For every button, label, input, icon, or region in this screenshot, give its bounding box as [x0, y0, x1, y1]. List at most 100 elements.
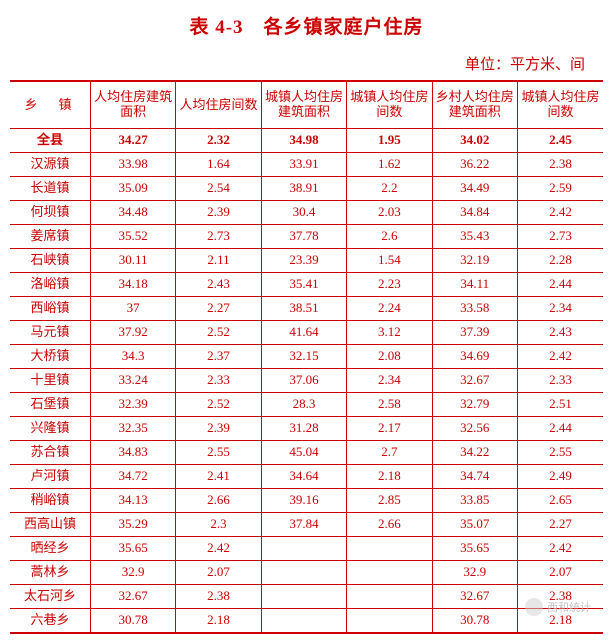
cell-value: 32.56 — [432, 417, 517, 441]
cell-value: 2.39 — [176, 417, 261, 441]
col-urban-rooms: 城镇人均住房间数 — [347, 81, 432, 129]
cell-value: 33.85 — [432, 489, 517, 513]
cell-value: 2.42 — [518, 537, 603, 561]
cell-value: 32.67 — [432, 585, 517, 609]
cell-value: 2.59 — [518, 177, 603, 201]
cell-value: 2.52 — [176, 321, 261, 345]
cell-value: 2.43 — [176, 273, 261, 297]
cell-town-name: 汉源镇 — [10, 153, 90, 177]
cell-value: 2.37 — [176, 345, 261, 369]
cell-value: 28.3 — [261, 393, 346, 417]
col-avg-area: 人均住房建筑面积 — [90, 81, 175, 129]
cell-value: 2.27 — [518, 513, 603, 537]
cell-value: 2.65 — [518, 489, 603, 513]
cell-value: 35.43 — [432, 225, 517, 249]
table-row: 何坝镇34.482.3930.42.0334.842.42 — [10, 201, 603, 225]
cell-value: 2.7 — [347, 441, 432, 465]
cell-value: 2.54 — [176, 177, 261, 201]
cell-value — [347, 609, 432, 634]
cell-value: 33.58 — [432, 297, 517, 321]
cell-value: 2.24 — [347, 297, 432, 321]
table-title: 表 4-3 各乡镇家庭户住房 — [10, 12, 603, 39]
cell-value: 30.78 — [90, 609, 175, 634]
cell-value: 35.52 — [90, 225, 175, 249]
table-row: 全县34.272.3234.981.9534.022.45 — [10, 129, 603, 153]
cell-value: 33.24 — [90, 369, 175, 393]
page-container: 表 4-3 各乡镇家庭户住房 单位：平方米、间 乡 镇 人均住房建筑面积 人均住… — [0, 0, 613, 642]
cell-value: 34.74 — [432, 465, 517, 489]
table-row: 长道镇35.092.5438.912.234.492.59 — [10, 177, 603, 201]
cell-value: 32.9 — [90, 561, 175, 585]
cell-value — [261, 585, 346, 609]
cell-town-name: 苏合镇 — [10, 441, 90, 465]
cell-value: 32.9 — [432, 561, 517, 585]
cell-value: 37 — [90, 297, 175, 321]
cell-town-name: 姜席镇 — [10, 225, 90, 249]
cell-value: 34.13 — [90, 489, 175, 513]
col-avg-rooms: 人均住房间数 — [176, 81, 261, 129]
table-row: 蒿林乡32.92.0732.92.07 — [10, 561, 603, 585]
cell-town-name: 何坝镇 — [10, 201, 90, 225]
cell-value: 2.07 — [176, 561, 261, 585]
cell-value: 2.34 — [347, 369, 432, 393]
cell-value: 34.3 — [90, 345, 175, 369]
cell-value: 1.62 — [347, 153, 432, 177]
cell-value: 2.44 — [518, 273, 603, 297]
cell-value: 35.41 — [261, 273, 346, 297]
cell-value: 2.23 — [347, 273, 432, 297]
table-row: 太石河乡32.672.3832.672.38 — [10, 585, 603, 609]
cell-value — [261, 561, 346, 585]
cell-value: 2.41 — [176, 465, 261, 489]
cell-value — [261, 609, 346, 634]
cell-town-name: 大桥镇 — [10, 345, 90, 369]
cell-value: 35.07 — [432, 513, 517, 537]
cell-value: 32.67 — [432, 369, 517, 393]
cell-value: 2.55 — [176, 441, 261, 465]
cell-value: 37.92 — [90, 321, 175, 345]
col-urban-area: 城镇人均住房建筑面积 — [261, 81, 346, 129]
cell-value — [347, 537, 432, 561]
table-row: 晒经乡35.652.4235.652.42 — [10, 537, 603, 561]
cell-value: 2.73 — [518, 225, 603, 249]
table-row: 稍峪镇34.132.6639.162.8533.852.65 — [10, 489, 603, 513]
cell-value: 2.07 — [518, 561, 603, 585]
cell-value: 34.84 — [432, 201, 517, 225]
table-body: 全县34.272.3234.981.9534.022.45汉源镇33.981.6… — [10, 129, 603, 634]
cell-value: 37.39 — [432, 321, 517, 345]
cell-value: 37.84 — [261, 513, 346, 537]
cell-value: 3.12 — [347, 321, 432, 345]
cell-town-name: 卢河镇 — [10, 465, 90, 489]
col-rural-area: 乡村人均住房建筑面积 — [432, 81, 517, 129]
cell-value: 35.29 — [90, 513, 175, 537]
cell-value: 34.48 — [90, 201, 175, 225]
cell-value: 34.02 — [432, 129, 517, 153]
cell-value: 37.78 — [261, 225, 346, 249]
cell-town-name: 蒿林乡 — [10, 561, 90, 585]
cell-value: 2.33 — [518, 369, 603, 393]
cell-value: 2.33 — [176, 369, 261, 393]
table-row: 西峪镇372.2738.512.2433.582.34 — [10, 297, 603, 321]
cell-value: 32.39 — [90, 393, 175, 417]
cell-value: 1.54 — [347, 249, 432, 273]
watermark-text: 西和统计 — [547, 599, 591, 615]
col-urban-rooms2: 城镇人均住房间数 — [518, 81, 603, 129]
cell-value: 2.73 — [176, 225, 261, 249]
cell-value: 2.66 — [347, 513, 432, 537]
cell-value: 2.3 — [176, 513, 261, 537]
cell-value: 2.18 — [176, 609, 261, 634]
cell-town-name: 十里镇 — [10, 369, 90, 393]
cell-value: 23.39 — [261, 249, 346, 273]
cell-value: 31.28 — [261, 417, 346, 441]
cell-value: 38.91 — [261, 177, 346, 201]
cell-value: 37.06 — [261, 369, 346, 393]
cell-value: 2.42 — [518, 345, 603, 369]
cell-value: 34.11 — [432, 273, 517, 297]
cell-value: 2.42 — [518, 201, 603, 225]
cell-value: 2.11 — [176, 249, 261, 273]
cell-value: 45.04 — [261, 441, 346, 465]
cell-value: 30.11 — [90, 249, 175, 273]
cell-value: 2.34 — [518, 297, 603, 321]
table-row: 苏合镇34.832.5545.042.734.222.55 — [10, 441, 603, 465]
cell-value: 32.19 — [432, 249, 517, 273]
cell-value: 2.18 — [347, 465, 432, 489]
